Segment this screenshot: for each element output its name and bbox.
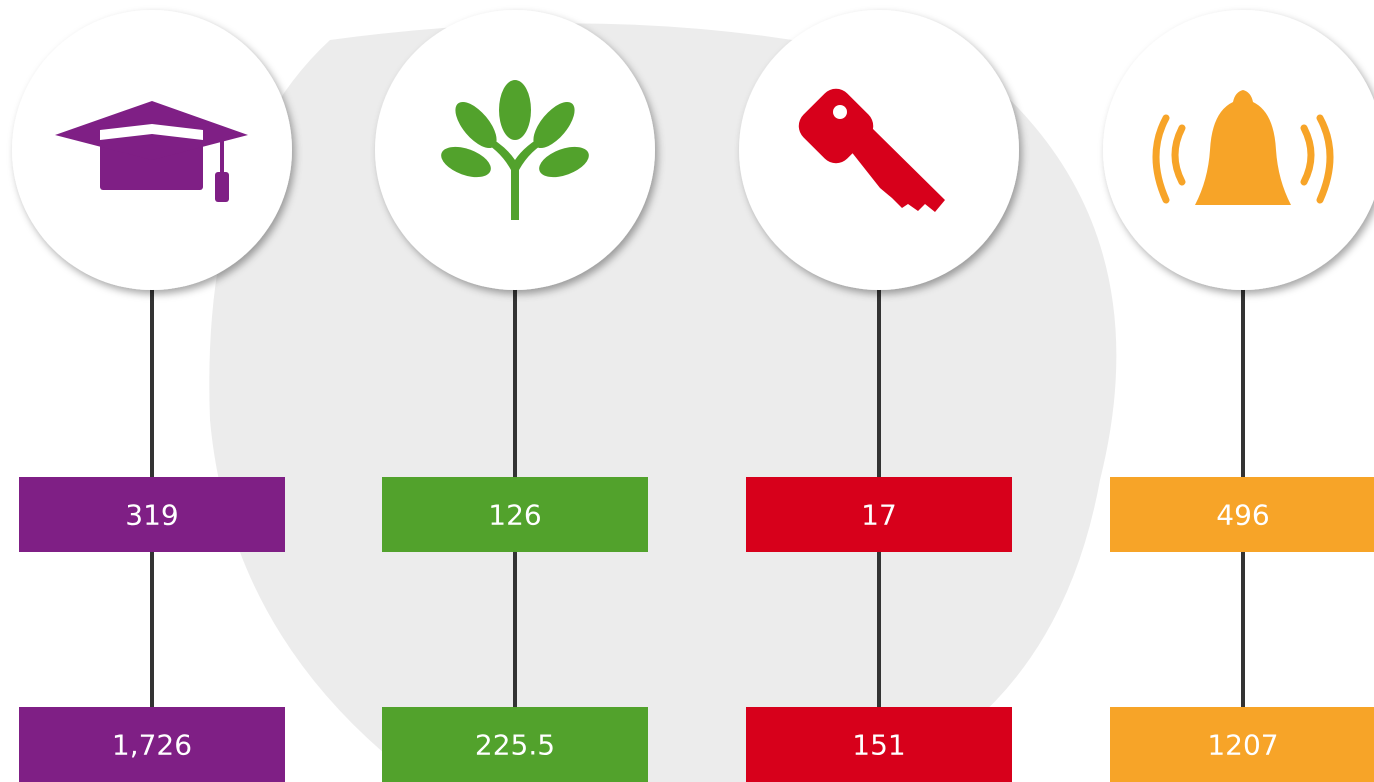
value-text: 1207: [1207, 729, 1278, 762]
value-text: 151: [852, 729, 905, 762]
value-text: 17: [861, 499, 897, 532]
value-text: 496: [1216, 499, 1269, 532]
infographic: 319 1,726 126 225.5 17 151 496 1207: [0, 0, 1374, 782]
value-text: 126: [488, 499, 541, 532]
value-text: 225.5: [475, 729, 555, 762]
value-text: 319: [125, 499, 178, 532]
value-text: 1,726: [112, 729, 192, 762]
icon-circle: [375, 10, 655, 290]
